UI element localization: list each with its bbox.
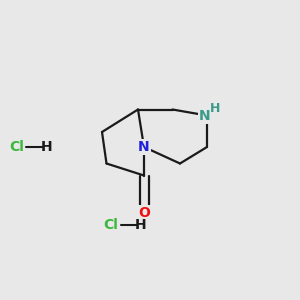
Text: O: O	[138, 206, 150, 220]
Text: N: N	[138, 140, 150, 154]
Text: Cl: Cl	[103, 218, 118, 232]
Text: H: H	[41, 140, 52, 154]
Text: H: H	[210, 101, 220, 115]
Text: Cl: Cl	[9, 140, 24, 154]
Text: H: H	[135, 218, 147, 232]
Text: N: N	[199, 109, 210, 122]
